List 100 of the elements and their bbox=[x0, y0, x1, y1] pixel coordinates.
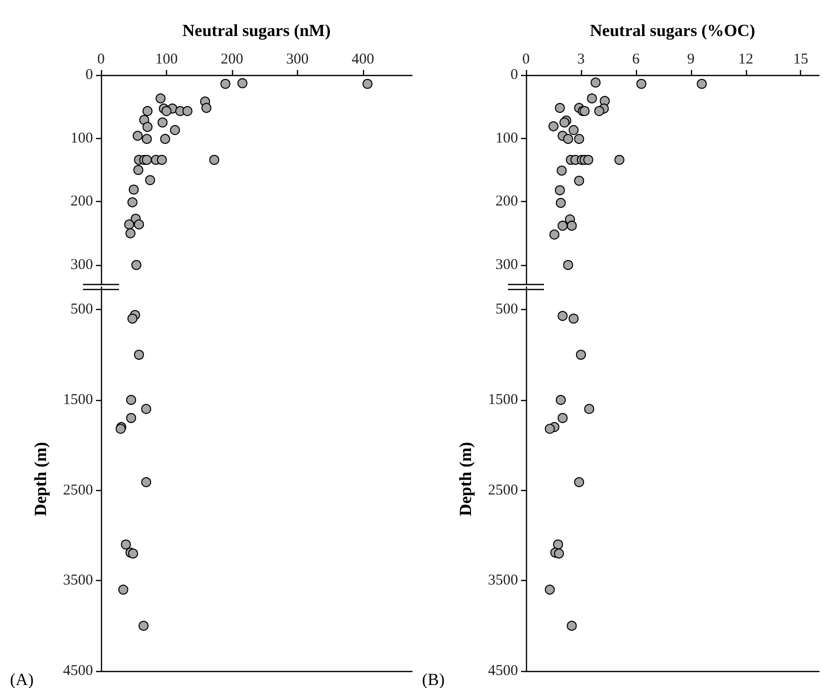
point bbox=[554, 548, 564, 559]
y-tick-label: 3500 bbox=[488, 572, 518, 589]
point bbox=[554, 102, 565, 113]
point bbox=[568, 314, 579, 324]
point bbox=[142, 106, 152, 116]
y-tick-label: 2500 bbox=[63, 482, 93, 498]
point bbox=[142, 134, 152, 144]
point bbox=[362, 78, 372, 89]
point bbox=[160, 134, 170, 144]
point bbox=[544, 424, 555, 434]
point bbox=[142, 154, 152, 165]
y-tick-label: 200 bbox=[496, 194, 518, 210]
point bbox=[201, 102, 212, 113]
point bbox=[142, 122, 152, 132]
point bbox=[127, 314, 138, 324]
point bbox=[145, 175, 156, 186]
x-tick-label: 3 bbox=[577, 52, 585, 68]
point bbox=[553, 540, 564, 550]
point bbox=[558, 220, 568, 231]
x-tick-label: 12 bbox=[738, 52, 754, 68]
y-tick-label: 300 bbox=[70, 257, 93, 273]
point bbox=[558, 310, 568, 321]
point bbox=[556, 198, 566, 208]
x-tick-label: 0 bbox=[97, 52, 105, 68]
point bbox=[237, 78, 248, 88]
x-tick-label: 200 bbox=[220, 52, 244, 68]
point bbox=[566, 220, 577, 231]
x-tick-label: 300 bbox=[286, 52, 309, 68]
point bbox=[170, 125, 180, 136]
point bbox=[574, 176, 584, 186]
point bbox=[548, 121, 558, 132]
y-axis-title: Depth (m) bbox=[456, 442, 475, 516]
point bbox=[141, 404, 152, 414]
x-tick-label: 400 bbox=[352, 52, 374, 68]
point bbox=[544, 584, 555, 595]
y-tick-label: 200 bbox=[70, 194, 93, 210]
y-tick-label: 1500 bbox=[488, 392, 518, 408]
point bbox=[126, 413, 136, 424]
point bbox=[161, 106, 172, 116]
point bbox=[549, 230, 560, 240]
point bbox=[125, 228, 136, 238]
point bbox=[141, 477, 152, 488]
point bbox=[182, 106, 192, 116]
point bbox=[563, 260, 574, 270]
point bbox=[128, 184, 139, 195]
point bbox=[124, 219, 134, 230]
y-tick-label: 500 bbox=[70, 302, 93, 318]
point bbox=[131, 260, 142, 270]
y-tick-label: 4500 bbox=[488, 663, 518, 679]
point bbox=[128, 548, 138, 559]
point bbox=[586, 93, 597, 104]
point bbox=[132, 130, 143, 141]
point bbox=[126, 394, 136, 405]
point bbox=[563, 134, 574, 144]
y-tick-label: 500 bbox=[496, 302, 518, 318]
point bbox=[133, 165, 144, 175]
x-tick-label: 100 bbox=[155, 52, 178, 68]
point bbox=[156, 93, 166, 104]
point bbox=[127, 197, 138, 208]
point bbox=[120, 540, 131, 550]
point bbox=[220, 78, 230, 89]
point bbox=[554, 185, 565, 196]
point bbox=[138, 620, 149, 631]
y-tick-label: 300 bbox=[496, 257, 518, 273]
point bbox=[636, 78, 646, 89]
point bbox=[134, 350, 144, 360]
y-tick-label: 0 bbox=[86, 67, 93, 83]
point bbox=[118, 584, 128, 595]
point bbox=[134, 219, 144, 230]
x-tick-label: 15 bbox=[793, 52, 808, 68]
point bbox=[209, 154, 220, 165]
point bbox=[556, 394, 566, 405]
point bbox=[594, 106, 604, 116]
y-tick-label: 100 bbox=[496, 130, 518, 146]
point bbox=[576, 350, 586, 360]
point bbox=[614, 154, 624, 165]
point bbox=[590, 78, 601, 88]
x-axis-title: Neutral sugars (nM) bbox=[182, 21, 331, 40]
y-tick-label: 1500 bbox=[63, 392, 93, 408]
y-tick-label: 2500 bbox=[488, 482, 518, 498]
point bbox=[156, 154, 167, 165]
y-axis-title: Depth (m) bbox=[31, 442, 50, 516]
point bbox=[158, 118, 168, 128]
point bbox=[574, 477, 584, 488]
y-tick-label: 4500 bbox=[63, 663, 93, 679]
point bbox=[558, 413, 568, 424]
point bbox=[556, 166, 567, 176]
point bbox=[696, 78, 707, 89]
y-tick-label: 100 bbox=[70, 130, 93, 146]
x-tick-label: 6 bbox=[632, 52, 640, 68]
point bbox=[566, 620, 577, 631]
point bbox=[583, 154, 594, 165]
point bbox=[584, 404, 594, 414]
x-axis-title: Neutral sugars (%OC) bbox=[590, 21, 756, 40]
y-tick-label: 3500 bbox=[63, 572, 93, 589]
y-tick-label: 0 bbox=[510, 67, 518, 83]
point bbox=[568, 125, 579, 136]
x-tick-label: 9 bbox=[687, 52, 695, 68]
point bbox=[574, 134, 584, 144]
x-tick-label: 0 bbox=[522, 52, 530, 68]
